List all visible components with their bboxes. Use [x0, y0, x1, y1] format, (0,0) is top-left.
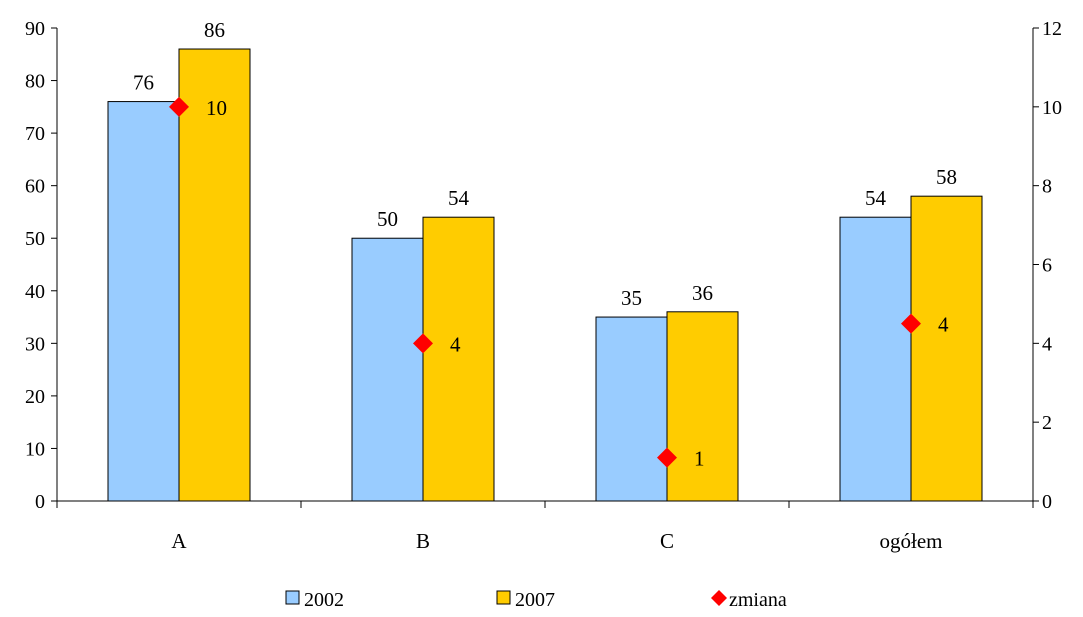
- bar-value-label-2007-C: 36: [692, 281, 713, 305]
- bar-2002-C: [595, 316, 668, 502]
- right-y-tick-label: 8: [1042, 176, 1052, 198]
- bar-2007-ogółem: [910, 195, 983, 502]
- bar-value-label-2007-B: 54: [448, 186, 470, 210]
- left-y-tick-label: 70: [25, 123, 45, 145]
- left-y-tick-label: 40: [25, 281, 45, 303]
- x-category-label: B: [416, 529, 430, 553]
- change-value-label-A: 10: [206, 96, 227, 120]
- right-y-tick-label: 10: [1042, 97, 1062, 119]
- legend-swatch-2002: [285, 590, 300, 605]
- bar-value-label-2002-A: 76: [133, 71, 154, 95]
- left-y-tick-label: 50: [25, 228, 45, 250]
- bar-2007-B: [422, 216, 495, 502]
- plot-area: 0 10 20 30 40 50 60 70 80 90 0 2 4 6 8 10 12 76 86 A 50 54 B 35…: [25, 18, 1062, 553]
- bar-value-label-2007-ogółem: 58: [936, 165, 957, 189]
- left-y-tick-label: 90: [25, 18, 45, 40]
- change-value-label-ogółem: 4: [938, 313, 949, 337]
- bar-2007-A: [178, 48, 251, 502]
- x-category-label: C: [660, 529, 674, 553]
- left-y-tick-label: 20: [25, 386, 45, 408]
- bar-value-label-2002-B: 50: [377, 207, 398, 231]
- change-value-label-B: 4: [450, 332, 461, 356]
- bar-2002-B: [351, 237, 424, 502]
- change-marker-ogółem: [901, 313, 921, 334]
- legend-swatch-2007: [496, 590, 511, 605]
- left-y-tick-label: 0: [35, 491, 45, 513]
- change-marker-A: [169, 96, 189, 117]
- legend: 2002 2007 zmiana: [285, 589, 787, 611]
- right-y-tick-label: 12: [1042, 18, 1062, 40]
- change-marker-B: [413, 333, 433, 354]
- left-y-tick-label: 30: [25, 333, 45, 355]
- bar-value-label-2002-ogółem: 54: [865, 186, 887, 210]
- legend-label-2007: 2007: [515, 589, 555, 611]
- x-category-label: ogółem: [880, 529, 943, 553]
- x-category-label: A: [171, 529, 187, 553]
- legend-label-2002: 2002: [304, 589, 344, 611]
- right-y-tick-label: 6: [1042, 255, 1052, 277]
- left-y-tick-label: 80: [25, 71, 45, 93]
- change-marker-C: [657, 447, 677, 468]
- left-y-tick-label: 10: [25, 438, 45, 460]
- right-y-tick-label: 0: [1042, 491, 1052, 513]
- bar-2002-ogółem: [839, 216, 912, 502]
- bar-value-label-2007-A: 86: [204, 18, 225, 42]
- legend-label-zmiana: zmiana: [729, 589, 787, 611]
- bar-value-label-2002-C: 35: [621, 286, 642, 310]
- bar-2002-A: [107, 101, 180, 502]
- legend-swatch-zmiana: [711, 590, 727, 606]
- bar-2007-C: [666, 311, 739, 502]
- right-y-tick-label: 2: [1042, 412, 1052, 434]
- change-value-label-C: 1: [694, 447, 705, 471]
- right-y-tick-label: 4: [1042, 333, 1052, 355]
- left-y-tick-label: 60: [25, 176, 45, 198]
